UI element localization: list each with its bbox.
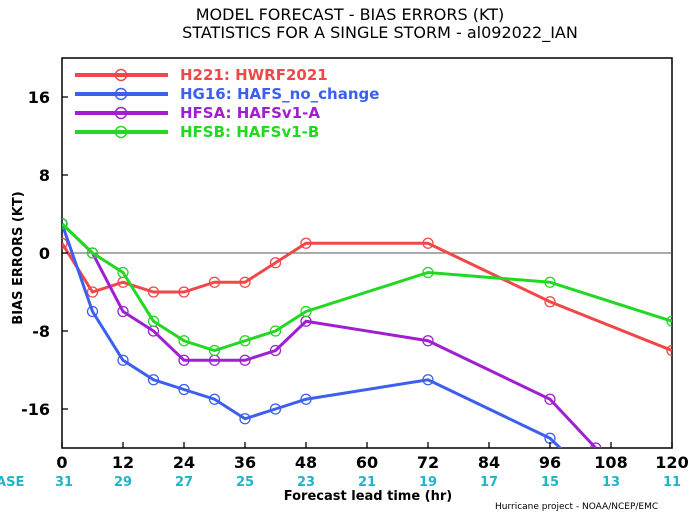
series-2: [62, 218, 575, 463]
data-point: [117, 354, 129, 366]
data-point: [565, 453, 575, 463]
data-point: [590, 442, 602, 448]
legend-entry: HFSB: HAFSv1-B: [75, 123, 319, 141]
case-count: 27: [175, 475, 193, 490]
data-point: [147, 315, 160, 327]
data-point: [86, 247, 99, 259]
data-point: [117, 266, 129, 279]
series-3: [62, 218, 602, 448]
y-tick-label: -8: [32, 322, 50, 341]
case-count: 11: [663, 475, 681, 490]
data-point: [178, 383, 190, 396]
legend-swatch-marker: [114, 68, 128, 82]
data-point: [147, 286, 160, 298]
data-point: [178, 286, 190, 298]
data-point: [208, 344, 221, 357]
x-tick-label: 36: [234, 453, 256, 472]
credit-text: Hurricane project - NOAA/NCEP/EMC: [495, 502, 658, 512]
series-line: [62, 222, 672, 353]
data-point: [666, 315, 672, 327]
data-point: [422, 266, 434, 279]
case-row-label: #CASE: [0, 475, 24, 490]
data-point: [544, 296, 556, 308]
data-point: [208, 393, 221, 405]
data-point: [300, 305, 312, 318]
chart-subtitle: STATISTICS FOR A SINGLE STORM - al092022…: [182, 23, 578, 43]
data-point: [422, 335, 434, 347]
legend-swatch-marker: [114, 87, 128, 101]
data-point: [269, 344, 282, 357]
data-point: [117, 305, 129, 318]
data-point: [178, 335, 190, 347]
y-tick-label: 16: [28, 88, 50, 107]
series-1: [62, 237, 672, 357]
data-point: [239, 413, 251, 425]
y-tick-label: -16: [21, 400, 50, 419]
data-point: [269, 257, 282, 269]
data-point: [239, 276, 251, 288]
y-axis-label: BIAS ERRORS (KT): [11, 191, 26, 324]
case-count: 25: [236, 475, 254, 490]
legend-label: HG16: HAFS_no_change: [180, 85, 379, 103]
axis-layer: 0 12 24 36 48 60 72 84 96 108 120 -16 -8 0 8 16: [21, 88, 689, 472]
legend-label: H221: HWRF2021: [180, 66, 328, 84]
chart-title: MODEL FORECAST - BIAS ERRORS (KT): [196, 5, 505, 24]
case-count: 21: [358, 475, 376, 490]
y-tick-label: 8: [39, 166, 50, 185]
series-4: [62, 218, 672, 357]
case-count: 19: [419, 475, 437, 490]
x-tick-label: 60: [356, 453, 378, 472]
data-point: [86, 286, 99, 298]
x-tick-label: 96: [539, 453, 561, 472]
x-tick-label: 0: [56, 453, 67, 472]
case-count: 29: [114, 475, 132, 490]
case-count: 31: [55, 475, 73, 490]
data-point: [269, 325, 282, 337]
data-point: [62, 237, 68, 249]
case-count: 13: [602, 475, 620, 490]
legend-swatch-marker: [114, 106, 128, 120]
x-tick-label: 108: [594, 453, 627, 472]
data-point: [239, 335, 251, 347]
data-point: [300, 393, 312, 405]
x-axis-label: Forecast lead time (hr): [284, 489, 452, 504]
data-point: [544, 393, 556, 405]
series-line: [62, 222, 597, 448]
x-tick-label: 120: [655, 453, 688, 472]
data-point: [666, 344, 672, 357]
data-point: [300, 237, 312, 249]
case-count-row: #CASE 31 29 27 25 23 21 19 17 15 13 11: [0, 475, 681, 490]
x-tick-label: 84: [478, 453, 500, 472]
y-tick-label: 0: [39, 244, 50, 263]
case-count: 23: [297, 475, 315, 490]
series-layer: [62, 218, 672, 463]
x-tick-label: 24: [173, 453, 195, 472]
data-point: [208, 276, 221, 288]
data-point: [86, 305, 99, 318]
legend-label: HFSA: HAFSv1-A: [180, 104, 320, 122]
series-line: [62, 223, 563, 448]
legend-entry: HG16: HAFS_no_change: [75, 85, 379, 103]
legend-label: HFSB: HAFSv1-B: [180, 123, 319, 141]
x-tick-label: 12: [112, 453, 134, 472]
data-point: [178, 354, 190, 366]
case-count: 15: [541, 475, 559, 490]
data-point: [544, 276, 556, 288]
x-tick-label: 72: [417, 453, 439, 472]
legend-entry: H221: HWRF2021: [75, 66, 328, 84]
legend-entry: HFSA: HAFSv1-A: [75, 104, 320, 122]
data-point: [147, 374, 160, 386]
data-point: [422, 237, 434, 249]
x-tick-label: 48: [295, 453, 317, 472]
legend-swatch-marker: [114, 125, 128, 139]
data-point: [239, 354, 251, 366]
data-point: [62, 218, 68, 230]
data-point: [269, 403, 282, 415]
case-count: 17: [480, 475, 498, 490]
data-point: [422, 374, 434, 386]
